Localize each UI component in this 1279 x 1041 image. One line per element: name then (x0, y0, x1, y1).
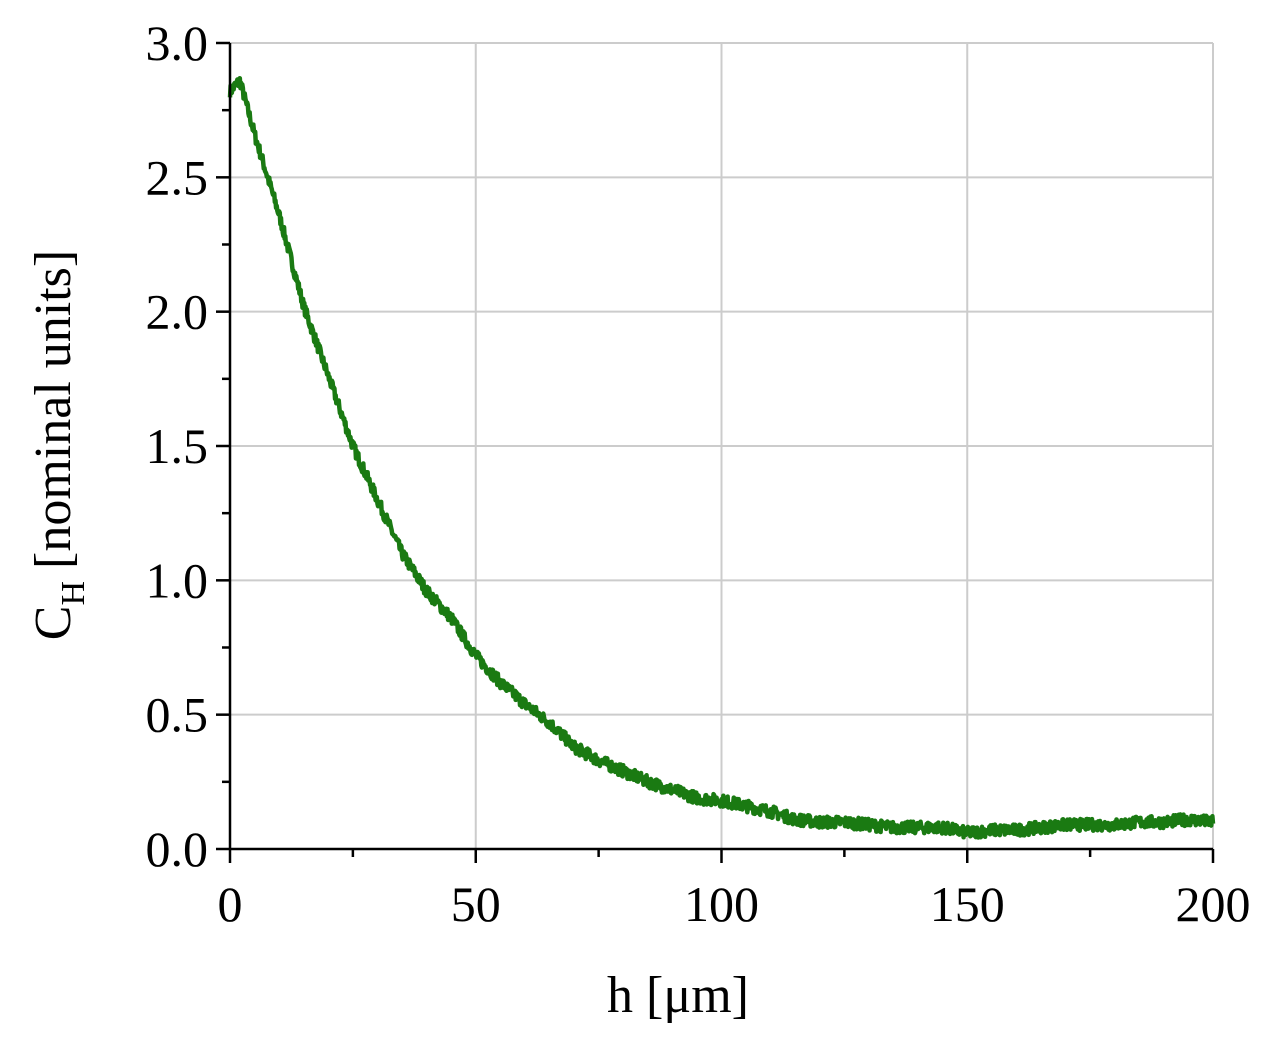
y-tick-label: 1.5 (146, 418, 209, 474)
y-axis-title-rest: [nominal units] (25, 250, 82, 569)
y-axis-title: CH [nominal units] (25, 250, 92, 640)
x-tick-label: 100 (684, 876, 759, 932)
y-axis-title-main: C (25, 606, 82, 641)
y-tick-label: 0.5 (146, 687, 209, 743)
y-tick-label: 1.0 (146, 552, 209, 608)
grid (230, 42, 1214, 849)
series-line (227, 75, 1216, 840)
y-tick-label: 2.0 (146, 284, 209, 340)
tick-labels: 0 50 100 150 200 0.0 0.5 1.0 1.5 2.0 2.5 3.0 (146, 15, 1251, 932)
y-tick-label: 0.0 (146, 821, 209, 877)
y-axis-title-subscript: H (55, 581, 92, 606)
svg-text:CH[nominal units]: CH [nominal units] (25, 250, 92, 640)
ticks (216, 41, 1215, 863)
y-tick-label: 2.5 (146, 149, 209, 205)
x-tick-label: 0 (218, 876, 243, 932)
x-tick-label: 200 (1176, 876, 1251, 932)
y-tick-label: 3.0 (146, 15, 209, 71)
x-axis-title: h [μm] (607, 967, 749, 1024)
x-tick-label: 50 (451, 876, 501, 932)
x-tick-label: 150 (930, 876, 1005, 932)
data-layer (227, 75, 1216, 840)
